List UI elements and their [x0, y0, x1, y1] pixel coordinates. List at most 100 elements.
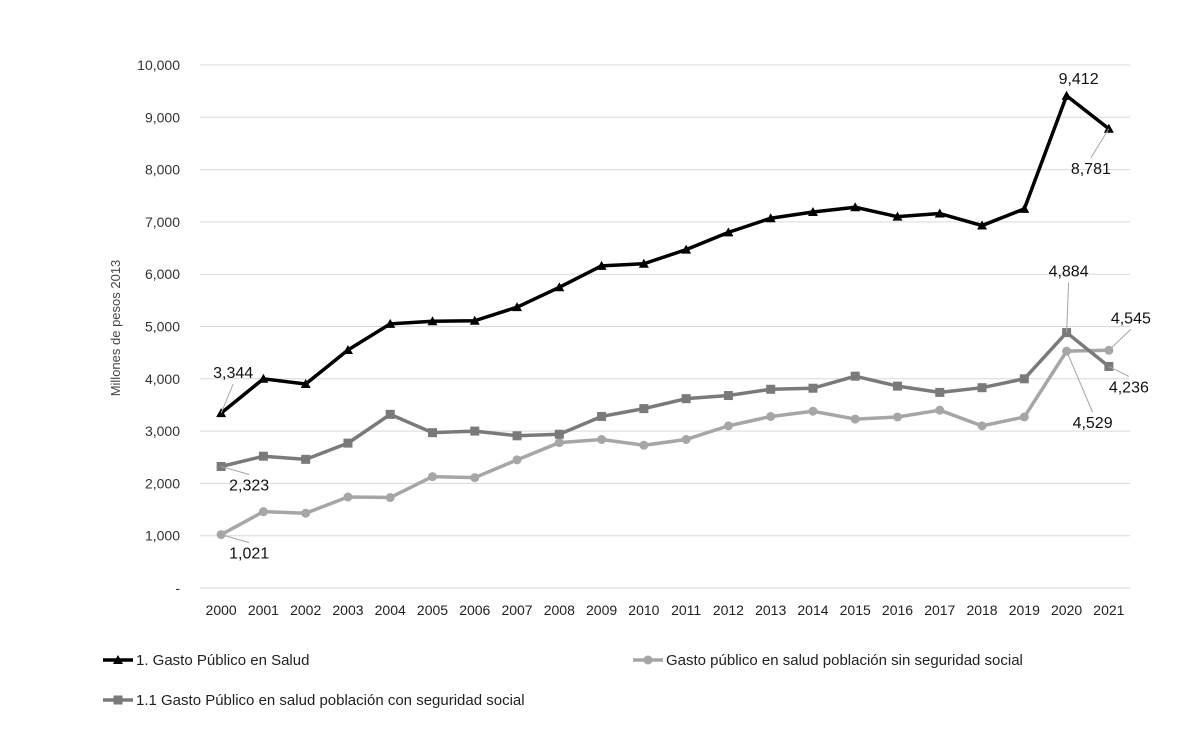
data-point-marker	[258, 451, 268, 461]
series-line	[220, 94, 1110, 415]
data-point-marker	[554, 429, 564, 439]
data-point-marker	[766, 411, 776, 421]
y-tick-label: 1,000	[145, 528, 180, 544]
label-leader	[220, 534, 250, 544]
data-label: 4,236	[1109, 379, 1149, 396]
legend-item: 1.1 Gasto Público en salud población con…	[103, 692, 525, 709]
legend-marker	[113, 695, 123, 705]
y-axis-ticks: - 1,000 2,000 3,000 4,000 5,000 6,000 7,000 8,00…	[137, 57, 180, 596]
x-tick-label: 2000	[206, 602, 237, 618]
series-line	[220, 348, 1109, 537]
x-tick-label: 2011	[671, 602, 701, 618]
x-tick-label: 2006	[459, 602, 490, 618]
x-axis-ticks: 2000 2001 2002 2003 2004 2005 2006 2007 2008 2009…	[206, 602, 1125, 618]
x-tick-label: 2012	[713, 602, 744, 618]
data-point-marker	[343, 492, 353, 502]
data-point-marker	[723, 421, 733, 431]
data-point-marker	[639, 440, 649, 450]
data-point-marker	[597, 434, 607, 444]
legend-label: Gasto público en salud población sin seg…	[666, 652, 1023, 669]
data-point-marker	[893, 381, 902, 391]
y-axis-label: Millones de pesos 2013	[108, 260, 123, 397]
data-point-marker	[765, 213, 776, 223]
label-leader	[220, 466, 250, 475]
x-tick-label: 2003	[332, 602, 363, 618]
series-lines	[216, 90, 1114, 540]
label-leader	[1108, 366, 1130, 377]
data-point-marker	[258, 507, 268, 517]
data-point-marker	[638, 258, 649, 268]
data-label: 2,323	[229, 478, 269, 495]
y-tick-label: 10,000	[137, 57, 180, 73]
x-tick-label: 2013	[755, 602, 786, 618]
data-point-marker	[681, 244, 692, 254]
x-tick-label: 2005	[417, 602, 448, 618]
data-point-marker	[977, 383, 987, 393]
data-point-marker	[385, 409, 395, 419]
legend-item: Gasto público en salud población sin seg…	[633, 652, 1023, 669]
x-tick-label: 2007	[501, 602, 532, 618]
y-tick-label: 8,000	[145, 162, 180, 178]
x-tick-label: 2021	[1093, 602, 1124, 618]
data-point-marker	[850, 414, 860, 424]
label-leader	[1066, 350, 1094, 413]
data-point-marker	[300, 379, 311, 389]
x-tick-label: 2002	[290, 602, 321, 618]
data-point-marker	[596, 260, 607, 270]
data-point-marker	[892, 211, 903, 221]
data-point-marker	[1019, 203, 1030, 213]
y-tick-label: 3,000	[145, 423, 180, 439]
x-tick-label: 2017	[924, 602, 955, 618]
data-point-marker	[850, 202, 861, 212]
data-point-marker	[1103, 123, 1114, 133]
y-tick-label: 4,000	[145, 371, 180, 387]
data-point-marker	[428, 428, 437, 438]
data-label: 3,344	[213, 365, 253, 382]
data-point-marker	[554, 282, 565, 292]
data-point-marker	[681, 434, 691, 444]
series-0	[216, 90, 1114, 418]
y-tick-label: 6,000	[145, 266, 180, 282]
legend-marker	[113, 655, 123, 664]
label-leader	[1108, 328, 1132, 351]
data-point-marker	[807, 206, 818, 216]
data-point-marker	[935, 405, 945, 415]
data-label: 4,529	[1073, 415, 1113, 432]
series-2	[216, 328, 1114, 472]
data-point-marker	[342, 345, 353, 355]
y-tick-label: 7,000	[145, 214, 180, 230]
data-point-marker	[681, 394, 691, 404]
legend-marker	[643, 655, 653, 665]
data-point-marker	[512, 302, 523, 312]
data-point-marker	[893, 412, 902, 422]
y-tick-label: 2,000	[145, 475, 180, 491]
label-leader	[1066, 282, 1070, 333]
x-tick-label: 2010	[628, 602, 659, 618]
data-point-marker	[385, 318, 396, 328]
data-point-marker	[597, 411, 607, 421]
data-point-marker	[723, 227, 734, 237]
data-point-marker	[808, 383, 818, 393]
data-point-marker	[301, 454, 311, 464]
legend-label: 1.1 Gasto Público en salud población con…	[136, 692, 525, 709]
data-point-marker	[977, 220, 988, 230]
data-point-marker	[808, 406, 818, 416]
series-1	[216, 345, 1114, 540]
data-point-marker	[723, 391, 733, 401]
data-point-marker	[977, 421, 987, 431]
data-point-marker	[934, 208, 945, 218]
gridlines	[200, 64, 1130, 589]
legend-label: 1. Gasto Público en Salud	[136, 652, 309, 669]
x-tick-label: 2014	[797, 602, 828, 618]
x-tick-label: 2019	[1009, 602, 1040, 618]
y-tick-label: -	[175, 580, 180, 596]
data-point-marker	[301, 508, 311, 518]
data-point-marker	[343, 438, 353, 448]
data-point-marker	[512, 455, 522, 465]
data-point-marker	[850, 371, 860, 381]
label-leader-lines	[220, 128, 1132, 544]
label-leader	[220, 383, 234, 414]
series-line	[220, 330, 1110, 469]
data-label: 4,884	[1049, 264, 1089, 281]
x-tick-label: 2009	[586, 602, 617, 618]
